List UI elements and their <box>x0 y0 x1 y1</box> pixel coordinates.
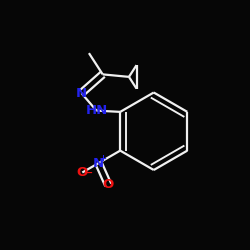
Text: O: O <box>77 166 88 179</box>
Text: +: + <box>99 154 106 163</box>
Text: O: O <box>103 178 114 192</box>
Text: −: − <box>85 168 93 177</box>
Text: N: N <box>93 156 104 170</box>
Text: HN: HN <box>85 104 108 117</box>
Text: N: N <box>76 87 87 100</box>
